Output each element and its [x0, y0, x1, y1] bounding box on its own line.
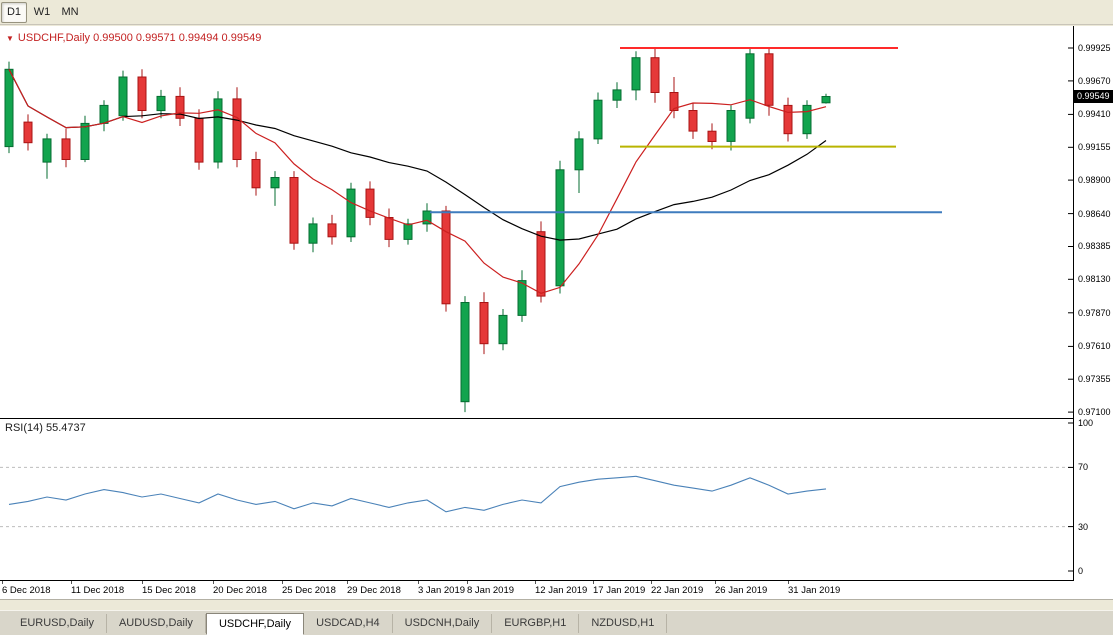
chart-tab-usdcad[interactable]: USDCAD,H4 — [304, 614, 393, 633]
chart-tab-eurgbp[interactable]: EURGBP,H1 — [492, 614, 580, 633]
date-label: 29 Dec 2018 — [347, 585, 401, 596]
price-chart-panel[interactable]: ▼ USDCHF,Daily 0.99500 0.99571 0.99494 0.… — [0, 26, 1074, 419]
date-label: 12 Jan 2019 — [535, 585, 588, 596]
timeframe-toolbar: D1 W1 MN — [0, 0, 1113, 25]
price-scale-label: 0.99155 — [1078, 142, 1111, 152]
rsi-chart — [0, 422, 1073, 572]
date-tick — [593, 581, 594, 584]
date-tick — [418, 581, 419, 584]
price-scale-label: 0.98640 — [1078, 209, 1111, 219]
price-scale-label: 0.97610 — [1078, 341, 1111, 351]
date-label: 8 Jan 2019 — [467, 585, 515, 596]
price-scale[interactable]: 0.99925 0.99670 0.99410 0.99155 0.98900 0.986… — [1074, 26, 1113, 581]
candles-group — [4, 47, 831, 413]
price-scale-label: 0.99925 — [1078, 43, 1111, 53]
price-scale-label: 0.97870 — [1078, 308, 1111, 318]
candlestick-chart — [4, 47, 1073, 413]
ma-fast-line — [8, 69, 827, 294]
date-tick — [535, 581, 536, 584]
date-tick — [715, 581, 716, 584]
chart-tab-eurusd[interactable]: EURUSD,Daily — [8, 614, 107, 633]
date-label: 6 Dec 2018 — [2, 585, 51, 596]
rsi-scale-label: 0 — [1078, 566, 1084, 576]
ma-slow-line — [8, 69, 827, 241]
chart-ohlc-label: ▼ USDCHF,Daily 0.99500 0.99571 0.99494 0.… — [6, 32, 261, 44]
date-tick — [788, 581, 789, 584]
date-label: 26 Jan 2019 — [715, 585, 768, 596]
rsi-value-label: RSI(14) 55.4737 — [5, 422, 86, 434]
date-label: 17 Jan 2019 — [593, 585, 646, 596]
date-label: 3 Jan 2019 — [418, 585, 466, 596]
chart-tab-usdchf[interactable]: USDCHF,Daily — [205, 613, 305, 635]
date-label: 15 Dec 2018 — [142, 585, 196, 596]
time-scale[interactable]: 6 Dec 2018 11 Dec 2018 15 Dec 2018 20 Dec 2… — [0, 581, 1113, 600]
price-scale-label: 0.97100 — [1078, 407, 1111, 417]
date-tick — [142, 581, 143, 584]
chart-marker-icon: ▼ — [6, 34, 14, 43]
date-label: 31 Jan 2019 — [788, 585, 841, 596]
chart-tab-usdcnh[interactable]: USDCNH,Daily — [393, 614, 493, 633]
date-tick — [213, 581, 214, 584]
price-scale-label: 0.99670 — [1078, 76, 1111, 86]
rsi-scale-label: 30 — [1078, 522, 1089, 532]
date-tick — [2, 581, 3, 584]
price-scale-label: 0.98900 — [1078, 175, 1111, 185]
price-scale-label: 0.97355 — [1078, 374, 1111, 384]
chart-tabs-bar: EURUSD,Daily AUDUSD,Daily USDCHF,Daily USDC… — [0, 610, 1113, 635]
date-tick — [467, 581, 468, 584]
chart-title-text: USDCHF,Daily 0.99500 0.99571 0.99494 0.9… — [17, 32, 262, 44]
date-label: 25 Dec 2018 — [282, 585, 336, 596]
chart-tab-nzdusd[interactable]: NZDUSD,H1 — [579, 614, 668, 633]
date-label: 22 Jan 2019 — [651, 585, 704, 596]
price-scale-label: 0.99410 — [1078, 109, 1111, 119]
chart-tab-audusd[interactable]: AUDUSD,Daily — [107, 614, 206, 633]
rsi-indicator-panel[interactable]: RSI(14) 55.4737 — [0, 419, 1074, 581]
current-price-badge: 0.99549 — [1074, 90, 1113, 103]
rsi-scale-label: 70 — [1078, 462, 1089, 472]
date-label: 20 Dec 2018 — [213, 585, 267, 596]
date-tick — [282, 581, 283, 584]
date-tick — [651, 581, 652, 584]
price-scale-label: 0.98385 — [1078, 241, 1111, 251]
date-label: 11 Dec 2018 — [71, 585, 125, 596]
timeframe-button-mn[interactable]: MN — [61, 6, 79, 18]
date-tick — [347, 581, 348, 584]
timeframe-button-d1[interactable]: D1 — [1, 2, 27, 23]
date-tick — [71, 581, 72, 584]
price-scale-label: 0.98130 — [1078, 274, 1111, 284]
rsi-scale-label: 100 — [1078, 418, 1094, 428]
rsi-line — [8, 475, 827, 513]
timeframe-button-w1[interactable]: W1 — [33, 6, 51, 18]
